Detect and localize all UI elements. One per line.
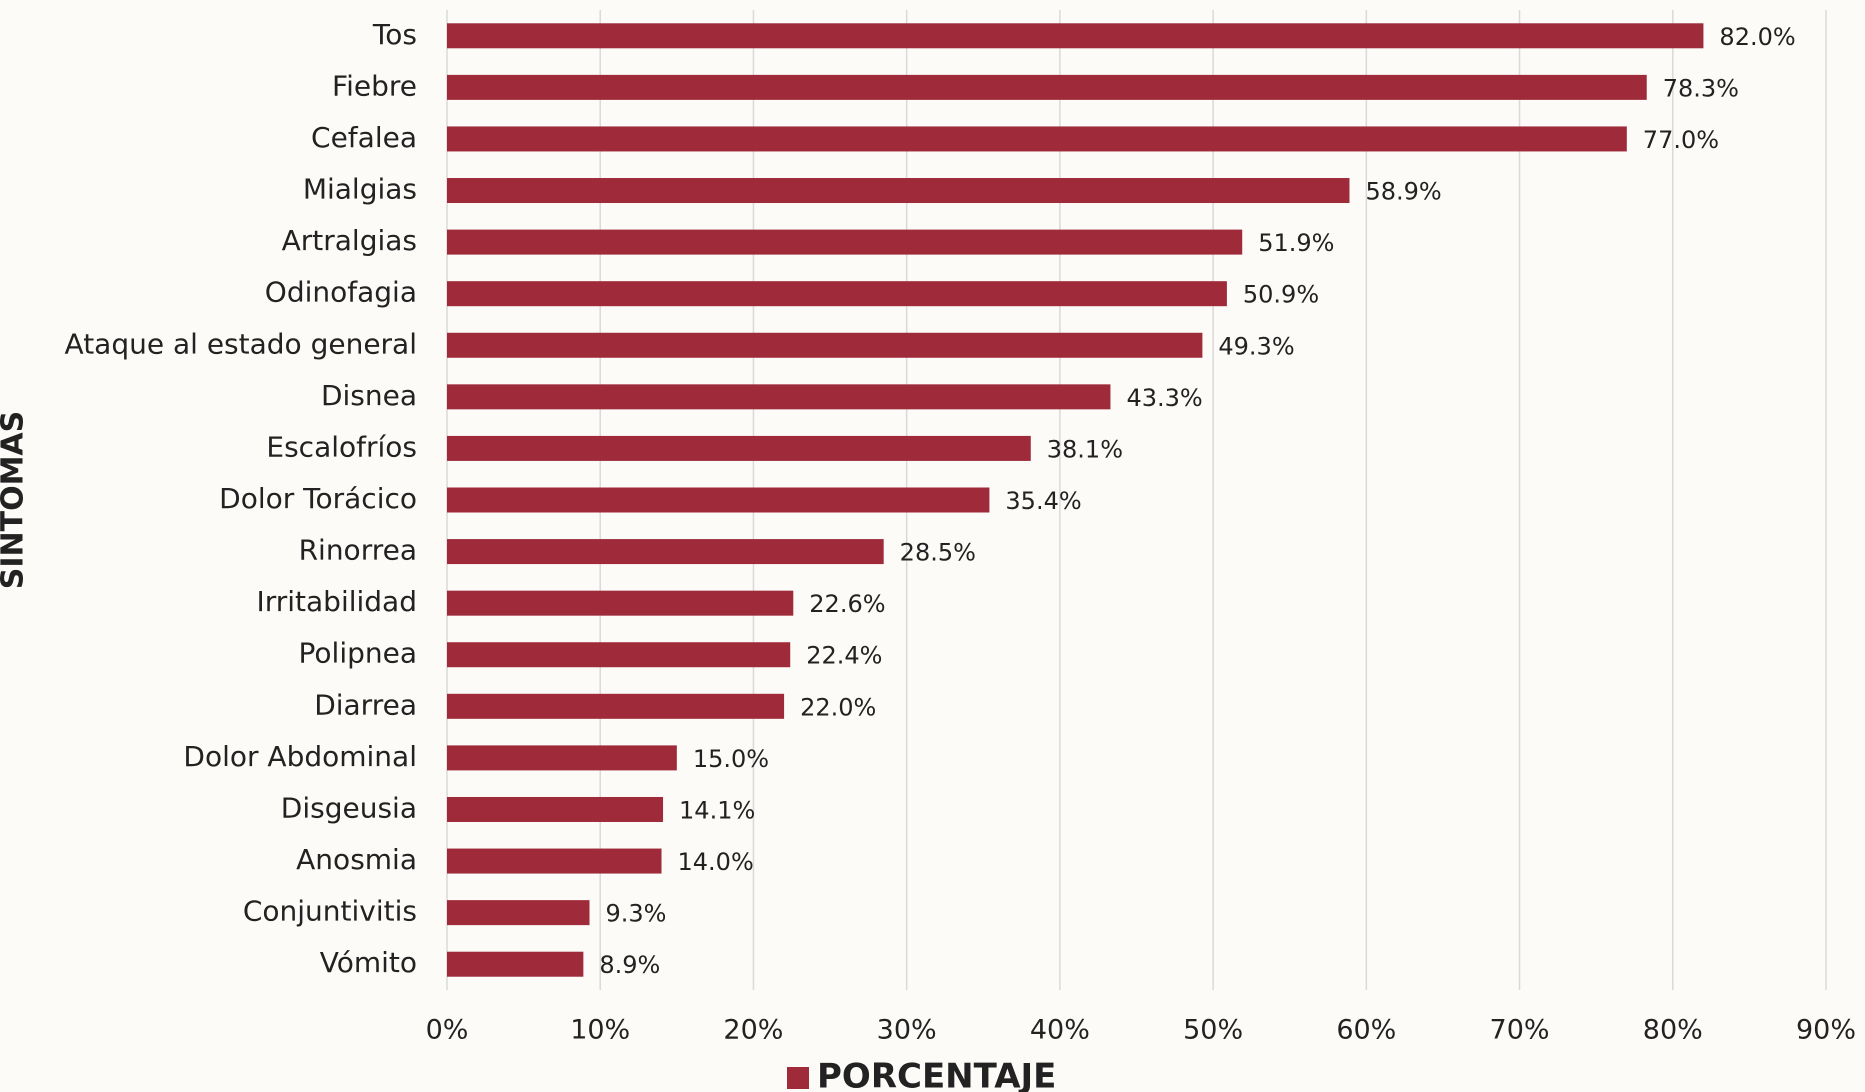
data-label: 82.0%	[1719, 23, 1795, 51]
data-label: 38.1%	[1047, 435, 1123, 463]
data-label: 14.1%	[679, 796, 755, 824]
y-tick-label: Cefalea	[311, 121, 417, 154]
y-tick-label: Fiebre	[332, 69, 417, 102]
y-tick-label: Artralgias	[282, 224, 417, 257]
data-label: 8.9%	[599, 951, 660, 979]
x-tick-label: 10%	[570, 1015, 630, 1046]
y-axis-title: SINTOMAS	[0, 411, 31, 590]
bar	[447, 590, 794, 616]
x-tick-label: 0%	[426, 1015, 469, 1046]
y-tick-label: Disnea	[321, 379, 417, 412]
y-tick-label: Rinorrea	[299, 534, 417, 567]
y-tick-label: Disgeusia	[281, 791, 417, 824]
bar	[447, 745, 677, 771]
data-label: 51.9%	[1258, 229, 1334, 257]
bar	[447, 900, 590, 926]
bar	[447, 74, 1647, 100]
y-tick-label: Anosmia	[296, 843, 417, 876]
y-tick-label: Escalofríos	[266, 430, 417, 463]
bar	[447, 693, 785, 719]
bar	[447, 848, 662, 874]
y-tick-label: Vómito	[320, 946, 417, 979]
y-tick-label: Tos	[372, 18, 417, 51]
bar	[447, 229, 1243, 255]
data-label: 43.3%	[1126, 384, 1202, 412]
data-label: 49.3%	[1218, 332, 1294, 360]
bar	[447, 539, 884, 565]
x-tick-label: 50%	[1183, 1015, 1243, 1046]
x-tick-label: 20%	[723, 1015, 783, 1046]
data-label: 22.6%	[809, 590, 885, 618]
bar	[447, 178, 1350, 204]
bar	[447, 126, 1627, 152]
bar	[447, 281, 1227, 307]
bar	[447, 23, 1704, 49]
y-tick-label: Conjuntivitis	[243, 895, 417, 928]
data-label: 22.0%	[800, 693, 876, 721]
data-label: 77.0%	[1643, 126, 1719, 154]
x-tick-label: 40%	[1030, 1015, 1090, 1046]
data-label: 15.0%	[693, 745, 769, 773]
y-tick-label: Mialgias	[303, 173, 417, 206]
y-tick-label: Irritabilidad	[256, 585, 417, 618]
data-label: 58.9%	[1365, 178, 1441, 206]
legend-swatch	[787, 1067, 809, 1089]
bar	[447, 332, 1203, 358]
data-label: 35.4%	[1005, 487, 1081, 515]
x-tick-label: 90%	[1796, 1015, 1856, 1046]
data-label: 22.4%	[806, 642, 882, 670]
bar	[447, 435, 1031, 461]
bar	[447, 951, 584, 977]
bar	[447, 796, 664, 822]
y-tick-label: Odinofagia	[265, 276, 417, 309]
bar	[447, 487, 990, 513]
y-tick-label: Diarrea	[314, 688, 417, 721]
y-tick-label: Polipnea	[299, 637, 417, 670]
y-tick-label: Dolor Torácico	[219, 482, 417, 515]
data-label: 9.3%	[605, 900, 666, 928]
x-tick-label: 80%	[1643, 1015, 1703, 1046]
data-label: 14.0%	[678, 848, 754, 876]
legend-label: PORCENTAJE	[817, 1057, 1056, 1092]
x-tick-label: 60%	[1336, 1015, 1396, 1046]
bar	[447, 642, 791, 668]
data-label: 28.5%	[900, 539, 976, 567]
x-tick-label: 30%	[877, 1015, 937, 1046]
x-tick-label: 70%	[1490, 1015, 1550, 1046]
y-tick-label: Ataque al estado general	[65, 327, 417, 360]
data-label: 78.3%	[1663, 74, 1739, 102]
y-tick-label: Dolor Abdominal	[183, 740, 417, 773]
data-label: 50.9%	[1243, 281, 1319, 309]
bar	[447, 384, 1111, 410]
